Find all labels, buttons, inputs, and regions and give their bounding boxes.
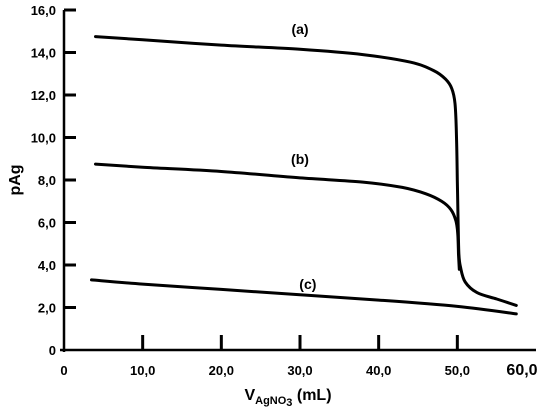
y-tick-label: 0	[49, 343, 56, 358]
curve-b	[94, 162, 461, 271]
x-tick-label: 20,0	[209, 363, 234, 378]
y-tick-label: 2,0	[38, 301, 56, 316]
curve-c	[90, 278, 518, 316]
y-tick-label: 16,0	[31, 3, 56, 18]
y-tick-label: 6,0	[38, 216, 56, 231]
x-axis-title-subscript-3: 3	[286, 397, 292, 409]
curves-layer	[90, 35, 518, 316]
x-tick-label: 30,0	[287, 363, 312, 378]
curve-label-c: (c)	[299, 276, 316, 292]
y-tick-label: 8,0	[38, 173, 56, 188]
y-axis-title: pAg	[7, 164, 24, 195]
y-tick-label: 4,0	[38, 258, 56, 273]
y-tick-label: 12,0	[31, 88, 56, 103]
y-tick-label: 10,0	[31, 131, 56, 146]
y-ticks: 0 2,0 4,0 6,0 8,0 10,0 12,0 14,0 16,0	[31, 3, 76, 358]
x-tick-label: 0	[60, 363, 67, 378]
x-ticks: 0 10,0 20,0 30,0 40,0 50,0 60,0	[60, 335, 538, 379]
axes-layer	[60, 10, 536, 352]
x-tick-label: 50,0	[445, 363, 470, 378]
curve-labels: (a) (b) (c)	[291, 21, 316, 292]
x-tick-label: 10,0	[130, 363, 155, 378]
x-tick-label: 40,0	[366, 363, 391, 378]
x-axis-title-prefix: V	[244, 387, 255, 404]
x-tick-label: 60,0	[506, 362, 537, 379]
curve-label-b: (b)	[291, 151, 309, 167]
curve-label-a: (a)	[291, 21, 308, 37]
x-axis-title: VAgNO3 (mL)	[244, 387, 331, 409]
curve-a	[94, 35, 518, 307]
x-axis-title-unit: (mL)	[292, 387, 331, 404]
x-axis-title-subscript: AgNO	[255, 395, 287, 407]
y-tick-label: 14,0	[31, 46, 56, 61]
